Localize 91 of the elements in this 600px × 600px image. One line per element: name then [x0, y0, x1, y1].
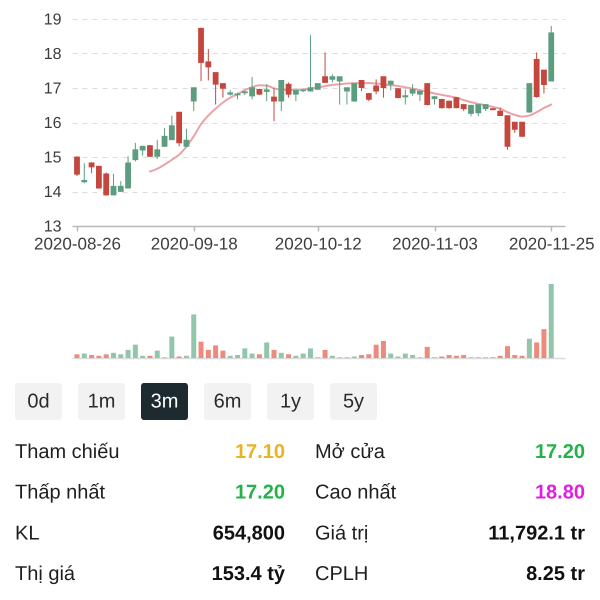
bar	[424, 346, 430, 358]
category-label: Thấp nhất	[15, 482, 106, 504]
bar	[132, 344, 138, 358]
y-tick-label: 18	[44, 46, 62, 63]
x-tick-label: 2020-08-26	[34, 234, 121, 254]
candlestick	[358, 80, 364, 92]
bar	[82, 354, 87, 358]
text: 153.4 tỷ	[212, 563, 285, 586]
bar	[410, 355, 416, 358]
bar	[322, 350, 328, 358]
bar	[278, 352, 284, 358]
category-label: 6m	[214, 390, 242, 412]
bar	[235, 355, 240, 358]
category-label: 5y	[342, 390, 364, 412]
bar	[461, 355, 466, 358]
candlestick	[147, 144, 153, 158]
category-label: Thị giá	[15, 563, 76, 586]
bar	[169, 336, 174, 358]
category-label: Mở cửa	[315, 441, 386, 463]
bar	[198, 342, 204, 358]
bar	[110, 352, 116, 358]
candlestick	[424, 82, 430, 106]
candlestick	[74, 156, 80, 176]
bar	[256, 354, 262, 358]
text: 11,792.1 tr	[488, 522, 585, 544]
candlestick	[271, 88, 277, 122]
bar	[89, 355, 94, 358]
category-label: 3m	[150, 390, 178, 412]
bar	[541, 329, 546, 358]
bar	[526, 338, 532, 358]
category-label: KL	[15, 522, 40, 544]
bar	[359, 355, 364, 358]
bar	[74, 354, 80, 358]
candlestick	[264, 84, 270, 102]
y-tick-label: 15	[44, 150, 62, 166]
bar	[446, 355, 452, 358]
bar	[286, 354, 292, 358]
candlestick	[190, 87, 197, 112]
bar	[388, 354, 394, 358]
bar	[250, 354, 255, 358]
y-tick-label: 19	[44, 12, 62, 28]
bar	[374, 344, 379, 358]
bar	[154, 350, 160, 358]
y-tick-label: 16	[44, 115, 62, 132]
candlestick	[154, 139, 160, 160]
text: 654,800	[212, 522, 285, 544]
text: 8.25 tr	[526, 563, 585, 586]
bar	[213, 345, 218, 358]
bar	[206, 350, 211, 358]
bar	[512, 355, 518, 358]
bar	[264, 342, 270, 358]
bar	[118, 354, 124, 358]
y-tick-label: 17	[44, 80, 62, 98]
bar	[534, 342, 540, 358]
bar	[548, 284, 554, 358]
x-tick-label: 2020-11-03	[392, 234, 478, 254]
candlestick	[278, 80, 284, 112]
bar	[380, 340, 386, 358]
bar	[271, 350, 276, 358]
bar	[220, 350, 226, 358]
category-label: Giá trị	[315, 522, 368, 544]
bar	[402, 354, 408, 358]
candlestick	[286, 82, 292, 98]
y-tick-label: 13	[44, 218, 62, 236]
candlestick	[184, 128, 190, 148]
bar	[504, 346, 510, 358]
bar	[242, 348, 248, 358]
x-tick-label: 2020-09-18	[150, 234, 238, 254]
candlestick	[395, 88, 401, 99]
category-label: Cao nhất	[315, 482, 397, 504]
candlestick	[81, 162, 88, 184]
x-tick-label: 2020-11-25	[508, 234, 595, 254]
text: 18.80	[534, 482, 585, 504]
category-label: 0d	[27, 390, 50, 412]
bar	[300, 354, 306, 358]
category-label: 1y	[280, 390, 302, 412]
category-label: Tham chiếu	[15, 441, 120, 463]
bar	[191, 314, 196, 358]
x-tick-label: 2020-10-12	[274, 234, 362, 254]
category-label: 1m	[88, 390, 116, 412]
bar	[308, 348, 313, 358]
category-label: CPLH	[315, 563, 368, 586]
text: 17.20	[534, 441, 585, 463]
bar	[126, 350, 131, 358]
candlestick	[402, 88, 408, 106]
bar	[366, 354, 372, 358]
bar	[104, 354, 109, 358]
text: 17.20	[234, 482, 285, 504]
candlestick	[322, 52, 328, 84]
y-tick-label: 14	[44, 184, 62, 201]
text: 17.10	[234, 441, 285, 463]
